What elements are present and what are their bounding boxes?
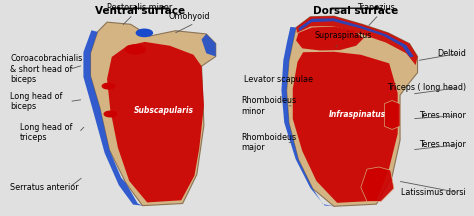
Text: Subscapularis: Subscapularis [134, 106, 194, 115]
Text: Trapezius: Trapezius [357, 3, 395, 13]
Text: Coroacobrachialis
& short head of
biceps: Coroacobrachialis & short head of biceps [10, 54, 82, 84]
Polygon shape [287, 16, 418, 206]
Polygon shape [299, 18, 414, 57]
Text: Long head of
triceps: Long head of triceps [19, 123, 72, 142]
Text: Rhomboideus
major: Rhomboideus major [242, 133, 297, 152]
Text: Pectoralis minor: Pectoralis minor [107, 3, 172, 13]
Text: Infraspinatus: Infraspinatus [329, 110, 386, 119]
Polygon shape [282, 27, 334, 206]
Circle shape [104, 111, 117, 117]
Text: Rhomboideus
minor: Rhomboideus minor [242, 96, 297, 116]
Text: Omohyoid: Omohyoid [168, 12, 210, 21]
Circle shape [137, 29, 153, 37]
Text: Latissimus dorsi: Latissimus dorsi [401, 188, 466, 197]
Text: Teres major: Teres major [419, 140, 466, 149]
Circle shape [126, 45, 146, 54]
Text: Triceps ( long head): Triceps ( long head) [387, 83, 466, 92]
Text: Deltoid: Deltoid [438, 49, 466, 58]
Text: Ventral surface: Ventral surface [95, 6, 185, 16]
Text: Serratus anterior: Serratus anterior [10, 183, 79, 192]
Text: Dorsal surface: Dorsal surface [313, 6, 399, 16]
Polygon shape [201, 34, 216, 57]
Circle shape [102, 83, 115, 89]
Polygon shape [107, 42, 204, 202]
Polygon shape [384, 100, 400, 129]
Polygon shape [83, 30, 143, 206]
Text: Levator scapulae: Levator scapulae [244, 75, 313, 84]
Text: Teres minor: Teres minor [419, 111, 466, 120]
Polygon shape [296, 26, 364, 51]
Polygon shape [361, 167, 394, 201]
Polygon shape [293, 52, 398, 203]
Polygon shape [91, 22, 216, 206]
Text: Supraspinatus: Supraspinatus [315, 31, 373, 40]
Text: Long head of
biceps: Long head of biceps [10, 92, 63, 111]
Polygon shape [296, 16, 418, 65]
